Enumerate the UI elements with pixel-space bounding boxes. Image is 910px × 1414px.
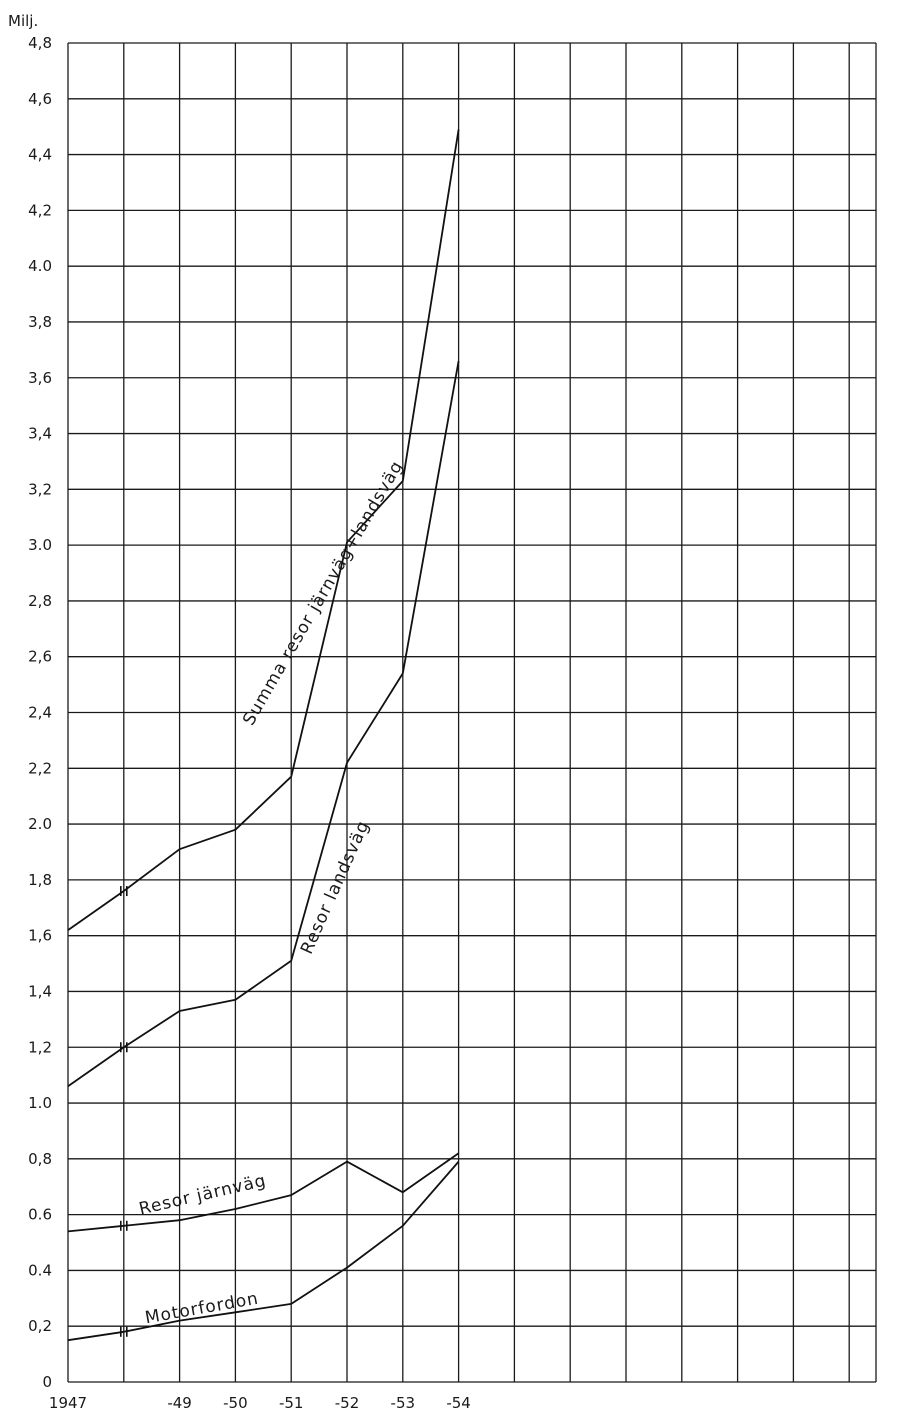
x-tick-label: -53 xyxy=(391,1394,416,1412)
y-tick-label: 4,2 xyxy=(28,201,52,219)
x-tick-label: 1947 xyxy=(49,1394,87,1412)
series-motor-vehicles-line xyxy=(67,1161,460,1342)
x-tick-label: -52 xyxy=(335,1394,360,1412)
y-tick-label: 3,6 xyxy=(28,369,52,387)
y-tick-label: 1,2 xyxy=(28,1038,52,1056)
y-tick-label: 4,4 xyxy=(28,146,52,164)
y-tick-label: 2,4 xyxy=(28,704,52,722)
y-tick-label: 2,8 xyxy=(28,592,52,610)
series-label: Motorfordon xyxy=(144,1289,261,1329)
y-tick-label: 0 xyxy=(42,1373,52,1391)
y-tick-label: 3,2 xyxy=(28,480,52,498)
x-tick-label: -54 xyxy=(446,1394,471,1412)
grid xyxy=(67,42,877,1383)
x-tick-label: -49 xyxy=(167,1394,192,1412)
series-rail-line xyxy=(67,1152,460,1233)
series xyxy=(67,129,460,1342)
y-tick-label: 0,8 xyxy=(28,1150,52,1168)
y-tick-label: 4,8 xyxy=(28,34,52,52)
y-unit-label: Milj. xyxy=(8,12,38,30)
x-axis-ticks: 1947 -49 -50 -51 -52 -53 -54 xyxy=(49,1394,471,1412)
y-tick-label: 1,4 xyxy=(28,982,52,1000)
y-tick-label: 1.0 xyxy=(28,1094,52,1112)
x-tick-label: -51 xyxy=(279,1394,304,1412)
y-tick-label: 1,6 xyxy=(28,927,52,945)
y-tick-label: 4.0 xyxy=(28,257,52,275)
y-axis-ticks: 0 0,2 0.4 0.6 0,8 1.0 1,2 1,4 1,6 1,8 2.0 2,2 2,4 2,6… xyxy=(28,34,52,1391)
y-tick-label: 1,8 xyxy=(28,871,52,889)
y-tick-label: 3.0 xyxy=(28,536,52,554)
y-tick-label: 3,8 xyxy=(28,313,52,331)
y-tick-label: 0.6 xyxy=(28,1206,52,1224)
series-label: Summa resor järnväg+landsväg xyxy=(239,457,407,729)
y-tick-label: 4,6 xyxy=(28,90,52,108)
y-tick-label: 2.0 xyxy=(28,815,52,833)
series-label: Resor järnväg xyxy=(137,1171,268,1220)
x-tick-label: -50 xyxy=(223,1394,248,1412)
y-tick-label: 0.4 xyxy=(28,1261,52,1279)
series-road-line xyxy=(67,360,460,1088)
y-tick-label: 2,6 xyxy=(28,648,52,666)
y-tick-label: 2,2 xyxy=(28,759,52,777)
series-total-line xyxy=(67,129,460,931)
y-tick-label: 0,2 xyxy=(28,1317,52,1335)
y-tick-label: 3,4 xyxy=(28,425,52,443)
